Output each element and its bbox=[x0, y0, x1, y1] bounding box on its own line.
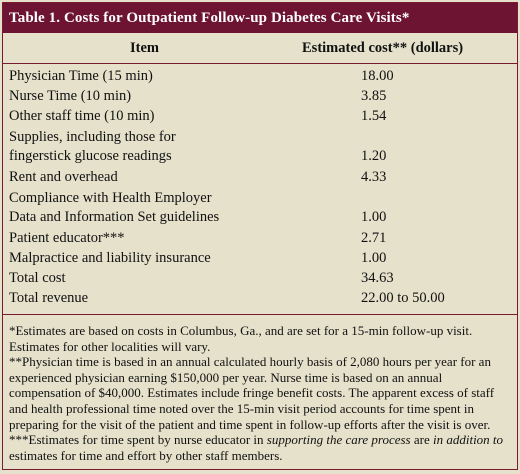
row-item-line: Data and Information Set guidelines bbox=[9, 209, 220, 225]
table-row: Compliance with Health Employer Data and… bbox=[3, 187, 517, 228]
row-cost: 1.54 bbox=[361, 108, 387, 124]
row-item: Other staff time (10 min) bbox=[9, 108, 155, 124]
row-item-line: Supplies, including those for bbox=[9, 129, 176, 145]
row-cost: 18.00 bbox=[361, 68, 394, 84]
table-row: Total cost 34.63 bbox=[3, 268, 517, 288]
footnote-divider bbox=[3, 314, 517, 315]
row-cost: 4.33 bbox=[361, 169, 387, 185]
footnote-2: **Physician time is based in an annual c… bbox=[9, 354, 495, 432]
row-cost: 34.63 bbox=[361, 270, 394, 286]
table-row: Rent and overhead 4.33 bbox=[3, 167, 517, 187]
row-item: Malpractice and liability insurance bbox=[9, 250, 211, 266]
table-row: Patient educator*** 2.71 bbox=[3, 228, 517, 248]
footnote-3-part: estimates for time and effort by other s… bbox=[9, 447, 283, 463]
row-item: Supplies, including those for fingerstic… bbox=[3, 128, 293, 166]
table-frame: Table 1. Costs for Outpatient Follow-up … bbox=[2, 2, 518, 470]
row-cost: 3.85 bbox=[361, 88, 387, 104]
footnote-3: ***Estimates for time spent by nurse edu… bbox=[9, 432, 511, 463]
table-header-row: Item Estimated cost** (dollars) bbox=[3, 33, 517, 59]
footnote-3-emphasis: supporting the care process bbox=[266, 432, 411, 448]
table-row: Other staff time (10 min) 1.54 bbox=[3, 106, 517, 126]
header-cost: Estimated cost** (dollars) bbox=[302, 40, 464, 56]
row-item: Compliance with Health Employer Data and… bbox=[3, 189, 293, 227]
footnote-3-part: ***Estimates for time spent by nurse edu… bbox=[9, 432, 267, 448]
table-row: Total revenue 22.00 to 50.00 bbox=[3, 288, 517, 308]
row-item: Nurse Time (10 min) bbox=[9, 88, 132, 104]
footnotes: *Estimates are based on costs in Columbu… bbox=[3, 317, 517, 463]
row-cost: 1.20 bbox=[361, 148, 387, 164]
row-cost: 1.00 bbox=[361, 250, 387, 266]
row-item: Total cost bbox=[9, 270, 66, 286]
row-item: Physician Time (15 min) bbox=[9, 68, 153, 84]
row-cost: 22.00 to 50.00 bbox=[361, 290, 445, 306]
table-row: Nurse Time (10 min) 3.85 bbox=[3, 86, 517, 106]
header-divider bbox=[3, 63, 517, 64]
footnote-1: *Estimates are based on costs in Columbu… bbox=[9, 323, 473, 354]
row-item: Rent and overhead bbox=[9, 169, 118, 185]
row-item-line: fingerstick glucose readings bbox=[9, 148, 172, 164]
table-title: Table 1. Costs for Outpatient Follow-up … bbox=[9, 9, 410, 26]
footnote-3-emphasis: in addition to bbox=[432, 432, 504, 448]
footnote-3-part: are bbox=[410, 432, 433, 448]
row-cost: 2.71 bbox=[361, 230, 387, 246]
table-row: Malpractice and liability insurance 1.00 bbox=[3, 248, 517, 268]
table-title-bar: Table 1. Costs for Outpatient Follow-up … bbox=[3, 3, 517, 33]
row-item-line: Compliance with Health Employer bbox=[9, 190, 212, 206]
row-item: Patient educator*** bbox=[9, 230, 125, 246]
table-row: Supplies, including those for fingerstic… bbox=[3, 126, 517, 167]
table-row: Physician Time (15 min) 18.00 bbox=[3, 66, 517, 86]
row-cost: 1.00 bbox=[361, 209, 387, 225]
row-item: Total revenue bbox=[9, 290, 89, 306]
header-item: Item bbox=[130, 40, 159, 56]
